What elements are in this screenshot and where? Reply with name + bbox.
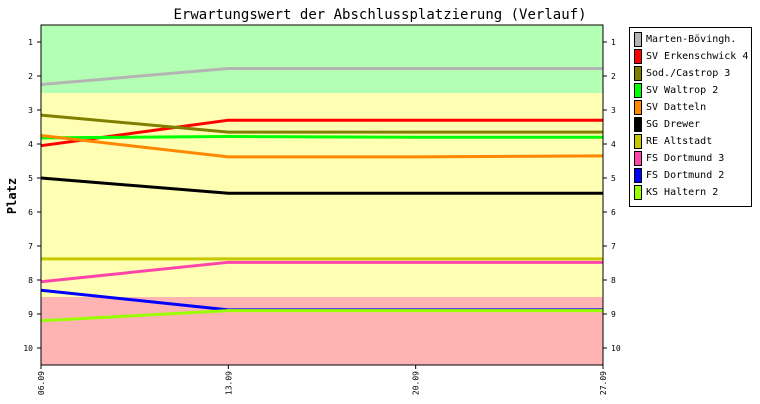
legend-label: FS Dortmund 3 (646, 153, 725, 164)
legend-item: Marten-Bövingh. (634, 31, 736, 48)
series-line-3 (40, 135, 603, 140)
legend-item: SG Drewer (634, 116, 700, 133)
y-tick-label-left-8: 9 (28, 310, 33, 319)
legend-item: KS Haltern 2 (634, 184, 718, 201)
series-line-9 (40, 309, 603, 323)
series-line-1 (40, 118, 603, 148)
y-tick-label-right-2: 3 (611, 106, 616, 115)
y-tick-label-left-1: 2 (28, 72, 33, 81)
legend-item: FS Dortmund 2 (634, 167, 724, 184)
legend-item: SV Datteln (634, 99, 706, 116)
legend-swatch (634, 83, 642, 98)
legend-swatch (634, 32, 642, 47)
legend-swatch (634, 117, 642, 132)
legend-item: Sod./Castrop 3 (634, 65, 730, 82)
legend-swatch (634, 100, 642, 115)
y-tick-label-right-6: 7 (611, 242, 616, 251)
x-tick-label-1: 13.09 (224, 371, 233, 395)
band-0 (41, 25, 603, 93)
y-tick-label-left-9: 10 (23, 344, 33, 353)
series-line-4 (40, 134, 604, 159)
y-tick-label-right-9: 10 (611, 344, 621, 353)
y-tick-label-left-4: 5 (28, 174, 33, 183)
legend-label: FS Dortmund 2 (646, 170, 725, 181)
legend-label: Marten-Bövingh. (646, 34, 737, 45)
y-tick-label-right-4: 5 (611, 174, 616, 183)
y-axis-label: Platz (5, 178, 19, 214)
y-tick-label-left-6: 7 (28, 242, 33, 251)
series-line-0 (40, 67, 603, 86)
legend-swatch (634, 185, 642, 200)
legend-label: SV Waltrop 2 (646, 85, 719, 96)
plot-frame (40, 24, 604, 366)
y-tick-label-right-5: 6 (611, 208, 616, 217)
y-tick-label-left-5: 6 (28, 208, 33, 217)
legend-label: KS Haltern 2 (646, 187, 719, 198)
y-tick-label-right-1: 2 (611, 72, 616, 81)
y-tick-label-left-3: 4 (28, 140, 33, 149)
chart-title: Erwartungswert der Abschlussplatzierung … (173, 7, 586, 23)
legend: Marten-Bövingh. SV Erkenschwick 4 Sod./Cas… (629, 27, 752, 207)
legend-item: SV Erkenschwick 4 (634, 48, 748, 65)
x-tick-label-2: 20.09 (412, 371, 421, 395)
x-tick-label-0: 06.09 (37, 371, 46, 395)
legend-swatch (634, 168, 642, 183)
legend-item: FS Dortmund 3 (634, 150, 724, 167)
legend-swatch (634, 49, 642, 64)
y-tick-label-left-2: 3 (28, 106, 33, 115)
legend-label: Sod./Castrop 3 (646, 68, 731, 79)
y-tick-label-right-3: 4 (611, 140, 616, 149)
x-tick-label-3: 27.09 (599, 371, 608, 395)
y-tick-label-right-0: 1 (611, 38, 616, 47)
y-tick-label-right-8: 9 (611, 310, 616, 319)
axes: 1 1 2 2 3 3 4 4 5 5 6 6 7 7 8 8 9 9 10 10 06.09 13.09 20.09 27.… (23, 24, 621, 395)
series-line-2 (40, 113, 603, 134)
y-tick-label-left-7: 8 (28, 276, 33, 285)
legend-swatch (634, 151, 642, 166)
y-tick-label-right-7: 8 (611, 276, 616, 285)
legend-label: SG Drewer (646, 119, 701, 130)
legend-item: SV Waltrop 2 (634, 82, 718, 99)
series-line-7 (40, 260, 603, 284)
y-tick-label-left-0: 1 (28, 38, 33, 47)
legend-swatch (634, 134, 642, 149)
band-2 (41, 297, 603, 365)
legend-label: RE Altstadt (646, 136, 713, 147)
legend-item: RE Altstadt (634, 133, 712, 150)
legend-swatch (634, 66, 642, 81)
legend-label: SV Erkenschwick 4 (646, 51, 749, 62)
series-line-5 (40, 176, 603, 195)
series-lines (40, 67, 604, 323)
legend-label: SV Datteln (646, 102, 707, 113)
